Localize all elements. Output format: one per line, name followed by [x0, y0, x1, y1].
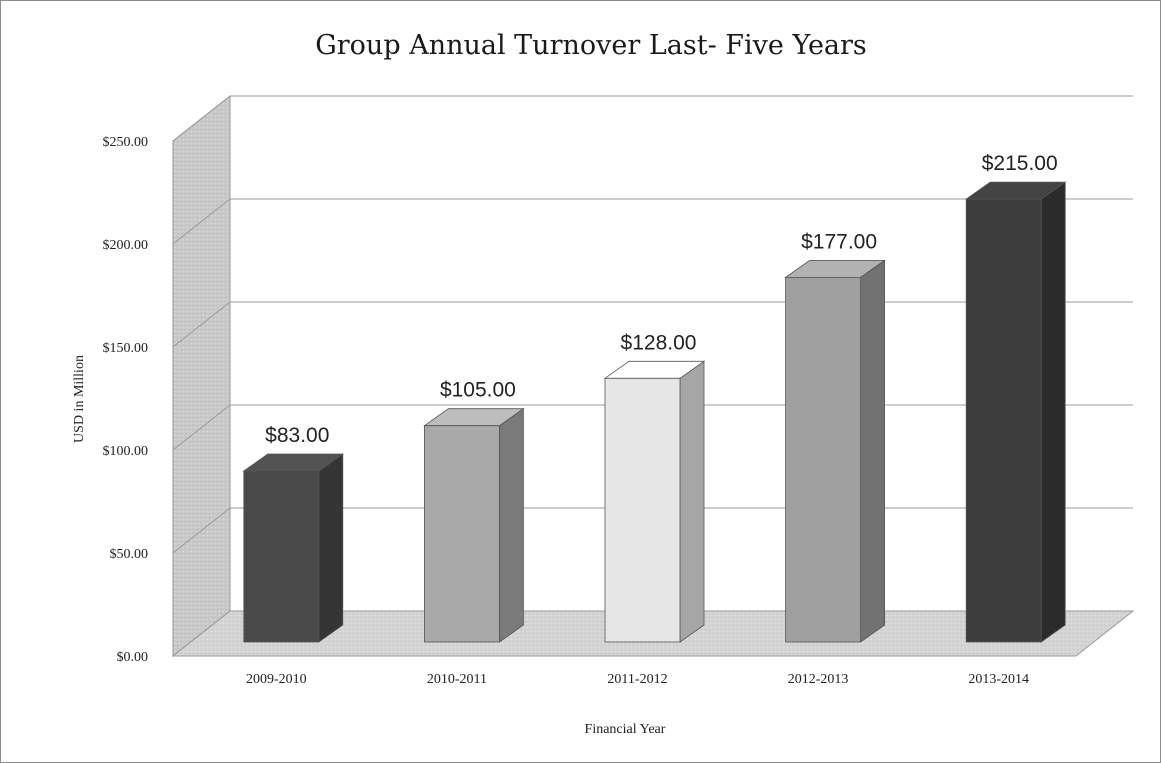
x-tick-label: 2010-2011 — [427, 672, 487, 687]
bar-side — [1040, 181, 1066, 643]
x-axis-title: Financial Year — [585, 722, 666, 737]
gridline-side — [172, 198, 231, 245]
y-tick-label: $200.00 — [103, 238, 149, 253]
data-label: $83.00 — [265, 424, 329, 447]
x-tick-label: 2011-2012 — [607, 672, 667, 687]
data-label: $215.00 — [982, 152, 1058, 175]
y-tick-label: $100.00 — [103, 444, 149, 459]
bar — [785, 276, 861, 643]
gridline-side — [172, 507, 231, 554]
y-tick-label: $50.00 — [110, 547, 149, 562]
x-tick-label: 2013-2014 — [968, 672, 1029, 687]
side-wall — [172, 94, 231, 658]
y-axis-title: USD in Million — [72, 355, 87, 443]
data-label: $177.00 — [801, 230, 877, 253]
bar — [604, 377, 681, 643]
bar — [423, 425, 500, 643]
y-tick-label: $0.00 — [117, 650, 149, 665]
gridline-side — [172, 301, 231, 348]
bar — [243, 470, 320, 643]
y-tick-label: $250.00 — [103, 135, 149, 150]
bar-side — [318, 453, 344, 643]
x-tick-label: 2012-2013 — [788, 672, 849, 687]
gridline-side — [172, 95, 231, 142]
data-label: $105.00 — [440, 379, 516, 402]
plot-area: $0.00 $50.00 $100.00 $150.00 $200.00 $250.00 $… — [103, 94, 1135, 687]
bar — [965, 198, 1042, 643]
data-label: $128.00 — [621, 331, 697, 354]
bar-side — [498, 407, 524, 643]
gridline-side — [172, 404, 231, 451]
chart-title: Group Annual Turnover Last- Five Years — [315, 30, 867, 61]
bar-side — [860, 259, 885, 643]
y-tick-label: $150.00 — [103, 341, 149, 356]
x-tick-label: 2009-2010 — [246, 672, 307, 687]
bar-side — [679, 360, 705, 643]
